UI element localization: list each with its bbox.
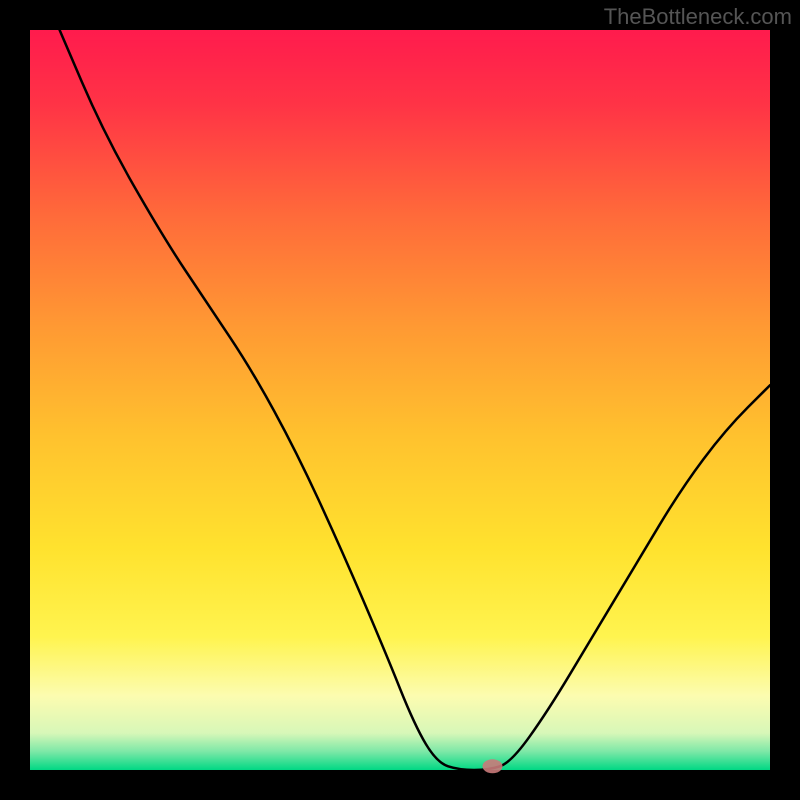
bottleneck-curve-chart — [0, 0, 800, 800]
plot-area — [30, 30, 770, 770]
optimal-marker — [483, 759, 503, 773]
chart-container: TheBottleneck.com — [0, 0, 800, 800]
watermark-text: TheBottleneck.com — [604, 4, 792, 30]
